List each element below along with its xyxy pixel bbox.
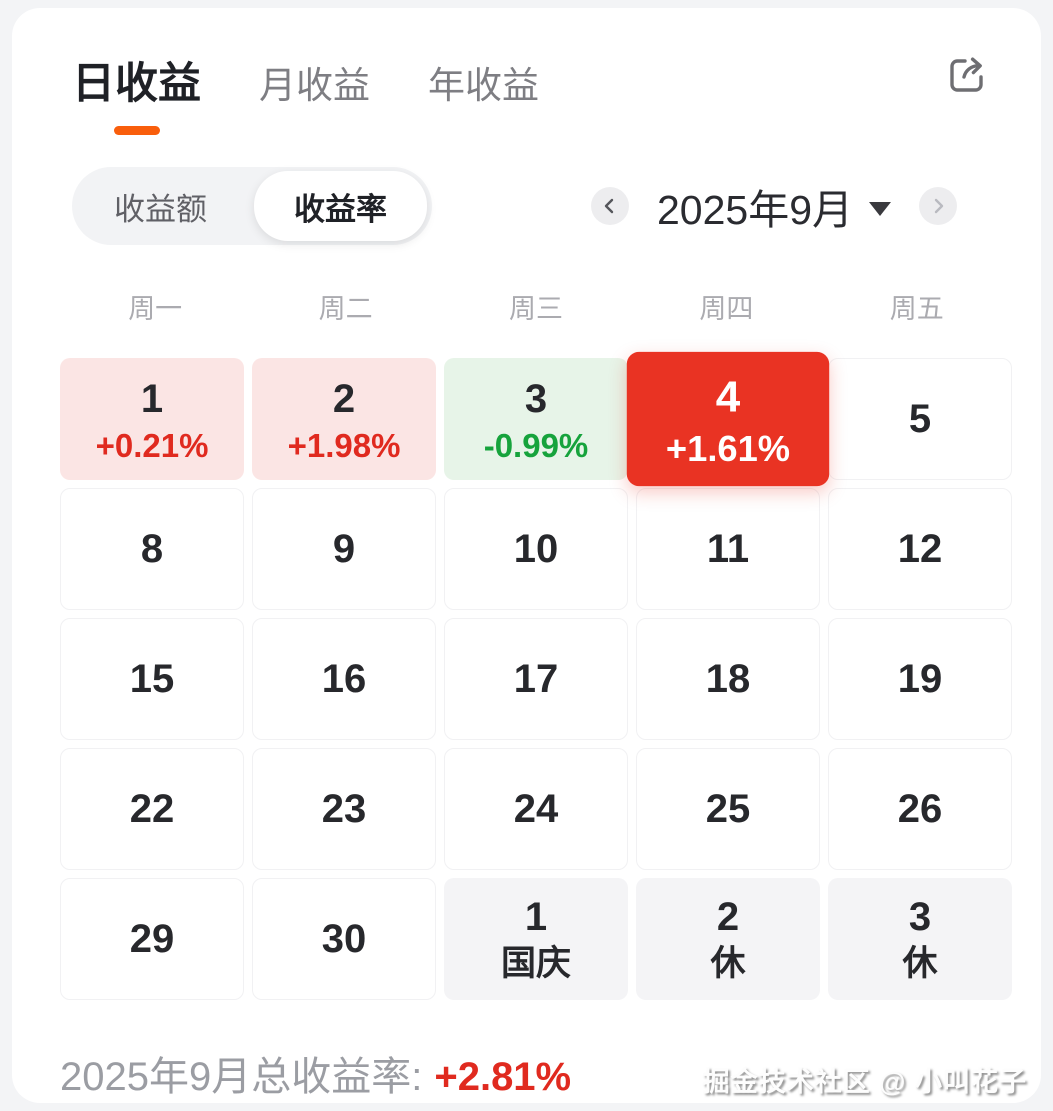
calendar-cell-day-8[interactable]: 8 xyxy=(60,488,244,610)
calendar-cell-day-3[interactable]: 3 -0.99% xyxy=(444,358,628,480)
active-tab-underline xyxy=(113,126,160,135)
cell-day-number: 17 xyxy=(513,657,559,701)
tab-daily-returns[interactable]: 日收益 xyxy=(72,49,201,135)
cell-day-number: 12 xyxy=(897,527,943,571)
prev-month-button[interactable] xyxy=(590,187,629,225)
calendar-cell-day-22[interactable]: 22 xyxy=(60,748,244,870)
cell-day-number: 29 xyxy=(129,917,175,961)
cell-return-rate: -0.99% xyxy=(483,426,589,464)
cell-day-number: 23 xyxy=(321,787,367,831)
cell-day-number: 30 xyxy=(321,917,367,961)
cell-holiday-label: 休 xyxy=(710,943,746,983)
toggle-option-return-rate[interactable]: 收益率 xyxy=(254,171,427,241)
returns-card: 日收益 月收益 年收益 收益额 收益率 xyxy=(12,8,1041,1103)
calendar-cell-day-19[interactable]: 19 xyxy=(828,618,1012,740)
cell-day-number: 11 xyxy=(706,527,750,571)
header: 日收益 月收益 年收益 xyxy=(12,8,1041,135)
cell-day-number: 4 xyxy=(715,372,741,421)
month-navigation: 2025年9月 xyxy=(590,176,957,236)
cell-return-rate: +1.61% xyxy=(665,427,791,468)
toggle-option-return-rate-label: 收益率 xyxy=(294,191,387,227)
cell-day-number: 8 xyxy=(140,527,164,571)
calendar-cell-day-23[interactable]: 23 xyxy=(252,748,436,870)
cell-holiday-label: 休 xyxy=(902,943,938,983)
monthly-summary: 2025年9月总收益率: +2.81% xyxy=(60,1044,1041,1102)
return-type-toggle: 收益额 收益率 xyxy=(72,167,432,245)
calendar-cell-day-1[interactable]: 1 +0.21% xyxy=(60,358,244,480)
cell-day-number: 3 xyxy=(908,894,932,939)
watermark: 掘金技术社区 @ 小叫花子 xyxy=(702,1067,1027,1097)
cell-holiday-label: 国庆 xyxy=(500,943,571,983)
calendar-cell-day-18[interactable]: 18 xyxy=(636,618,820,740)
tab-yearly-returns-label: 年收益 xyxy=(428,65,539,106)
calendar-cell-day-15[interactable]: 15 xyxy=(60,618,244,740)
calendar-cell-day-1-holiday[interactable]: 1 国庆 xyxy=(444,878,628,1000)
cell-day-number: 18 xyxy=(705,657,751,701)
monthly-summary-label: 2025年9月总收益率: xyxy=(60,1055,423,1099)
cell-day-number: 1 xyxy=(524,894,548,939)
calendar-grid: 1 +0.21% 2 +1.98% 3 -0.99% 4 +1.61% 5 8 9 10 11 12 15 1… xyxy=(60,351,1012,1000)
cell-day-number: 16 xyxy=(321,657,367,701)
tab-yearly-returns[interactable]: 年收益 xyxy=(428,55,539,109)
calendar-cell-day-2[interactable]: 2 +1.98% xyxy=(252,358,436,480)
calendar-cell-day-11[interactable]: 11 xyxy=(636,488,820,610)
cell-day-number: 3 xyxy=(524,376,548,421)
share-icon xyxy=(943,50,991,98)
calendar-cell-day-16[interactable]: 16 xyxy=(252,618,436,740)
calendar-cell-day-25[interactable]: 25 xyxy=(636,748,820,870)
cell-day-number: 25 xyxy=(705,787,751,831)
cell-day-number: 2 xyxy=(716,894,740,939)
cell-day-number: 22 xyxy=(129,787,175,831)
cell-day-number: 10 xyxy=(513,527,559,571)
chevron-right-icon xyxy=(928,196,948,216)
controls-row: 收益额 收益率 2025年9月 xyxy=(12,167,1041,245)
tab-monthly-returns[interactable]: 月收益 xyxy=(259,55,370,109)
weekday-label-3: 周四 xyxy=(699,294,754,324)
calendar-cell-day-4[interactable]: 4 +1.61% xyxy=(626,351,830,487)
next-month-button[interactable] xyxy=(919,187,957,225)
cell-day-number: 2 xyxy=(332,376,356,421)
calendar-cell-day-17[interactable]: 17 xyxy=(444,618,628,740)
cell-day-number: 9 xyxy=(332,527,356,571)
calendar-cell-day-29[interactable]: 29 xyxy=(60,878,244,1000)
tab-monthly-returns-label: 月收益 xyxy=(259,65,370,106)
toggle-option-return-amount[interactable]: 收益额 xyxy=(72,167,249,245)
cell-day-number: 15 xyxy=(129,657,175,701)
cell-day-number: 1 xyxy=(140,376,164,421)
weekday-label-1: 周二 xyxy=(318,294,373,324)
weekday-label-0: 周一 xyxy=(128,294,183,324)
calendar-cell-day-5[interactable]: 5 xyxy=(828,358,1012,480)
month-label: 2025年9月 xyxy=(656,187,853,233)
chevron-left-icon xyxy=(600,196,620,216)
cell-day-number: 5 xyxy=(908,397,932,441)
tab-daily-returns-label: 日收益 xyxy=(72,60,201,108)
weekday-label-4: 周五 xyxy=(889,294,944,324)
cell-day-number: 26 xyxy=(897,787,943,831)
cell-day-number: 24 xyxy=(513,787,559,831)
cell-day-number: 19 xyxy=(897,657,943,701)
monthly-summary-value: +2.81% xyxy=(434,1055,572,1099)
calendar-cell-day-24[interactable]: 24 xyxy=(444,748,628,870)
caret-down-icon xyxy=(869,202,891,216)
weekday-header-row: 周一 周二 周三 周四 周五 xyxy=(60,287,1012,326)
weekday-label-2: 周三 xyxy=(508,294,563,324)
month-selector[interactable]: 2025年9月 xyxy=(657,176,891,236)
share-button[interactable] xyxy=(941,48,993,100)
calendar-cell-day-26[interactable]: 26 xyxy=(828,748,1012,870)
calendar-cell-day-10[interactable]: 10 xyxy=(444,488,628,610)
cell-return-rate: +0.21% xyxy=(95,426,209,464)
cell-return-rate: +1.98% xyxy=(287,426,401,464)
toggle-option-return-amount-label: 收益额 xyxy=(114,191,207,227)
calendar-cell-day-12[interactable]: 12 xyxy=(828,488,1012,610)
calendar-cell-day-30[interactable]: 30 xyxy=(252,878,436,1000)
calendar-cell-day-9[interactable]: 9 xyxy=(252,488,436,610)
